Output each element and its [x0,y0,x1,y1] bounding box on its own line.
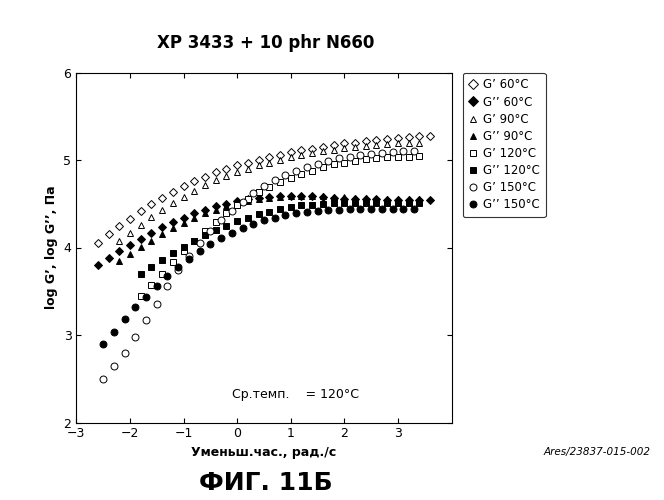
Text: ФИГ. 11Б: ФИГ. 11Б [199,471,333,495]
Text: Ares/23837-015-002: Ares/23837-015-002 [544,448,651,458]
X-axis label: Уменьш.час., рад./с: Уменьш.час., рад./с [191,446,337,459]
Legend: G’ 60°C, G’’ 60°C, G’ 90°C, G’’ 90°C, G’ 120°C, G’’ 120°C, G’ 150°C, G’’ 150°C: G’ 60°C, G’’ 60°C, G’ 90°C, G’’ 90°C, G’… [463,72,546,217]
Y-axis label: log G’, log G’’, Па: log G’, log G’’, Па [45,186,58,310]
Text: Ср.темп.    = 120°C: Ср.темп. = 120°C [232,388,359,400]
Text: XP 3433 + 10 phr N660: XP 3433 + 10 phr N660 [157,34,374,52]
